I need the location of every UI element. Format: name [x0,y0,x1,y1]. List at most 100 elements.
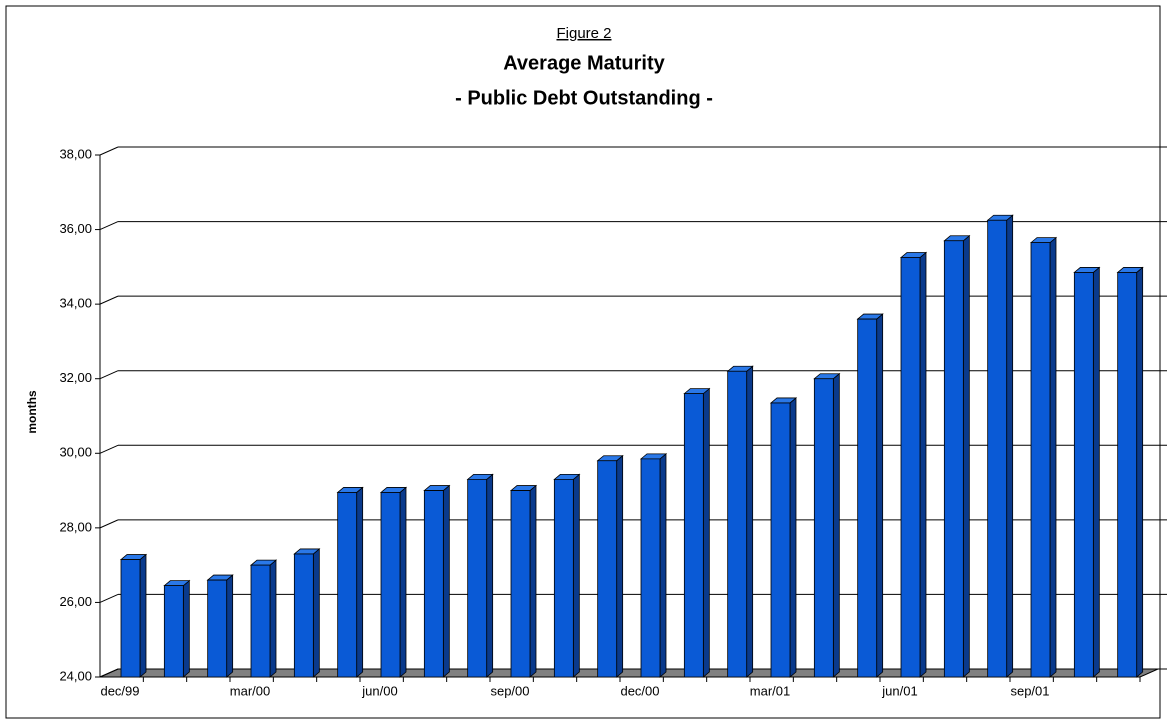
x-tick-label: dec/00 [620,683,659,698]
bar-side [1092,266,1100,678]
bar-front [813,378,834,678]
grid-line-depth [99,668,119,678]
bar [293,548,321,678]
bar-side [832,372,840,678]
bar-front [207,579,228,678]
grid-line-depth [99,370,119,380]
bar-side [789,397,797,678]
bar [206,574,234,678]
bar [466,473,494,678]
bar-front [987,219,1008,678]
x-tick-label: dec/99 [100,683,139,698]
chart-title: Average Maturity [503,52,665,74]
bar [813,372,841,678]
bar-side [529,484,537,678]
bar-front [900,257,921,678]
bar-front [597,460,618,678]
y-tick-label: 26,00 [59,594,92,609]
bar [726,365,754,678]
bar [769,397,798,678]
bar-front [1117,272,1138,678]
chart-subtitle: - Public Debt Outstanding - [455,87,713,109]
bar [379,486,408,678]
bar-front [1073,272,1094,678]
grid-line-depth [99,519,119,529]
bar-front [770,402,791,678]
bar [1029,236,1058,678]
bar-front [120,559,141,678]
bar-side [572,473,580,678]
bar-front [727,370,748,678]
bar-side [1136,266,1144,678]
bar-side [962,234,970,678]
bar-side [1006,214,1014,678]
grid-line-depth [99,146,119,156]
bar-front [380,492,401,678]
bar-front [683,393,704,678]
bar-front [423,490,444,678]
bar-front [467,478,488,678]
bar-side [269,559,277,678]
bar-front [553,478,574,678]
bar-front [857,318,878,678]
bar-side [876,313,884,678]
bar-side [226,574,234,678]
bar-front [640,458,661,678]
bar [986,214,1014,678]
bar [856,313,884,678]
bar-side [702,387,710,678]
bar-side [399,486,407,678]
bar-side [356,486,364,678]
bar-side [312,548,320,678]
y-tick-label: 24,00 [59,668,92,683]
bar-front [337,492,358,678]
bar [509,484,538,678]
bar-front [510,490,531,678]
bar-side [659,453,667,678]
bar [596,454,624,678]
bar-side [182,579,190,678]
y-tick-label: 30,00 [59,445,92,460]
x-tick-label: jun/01 [881,683,917,698]
x-tick-label: mar/00 [230,683,270,698]
bar-front [250,564,271,678]
y-axis-label: months [25,390,39,434]
bar [683,387,711,678]
bar-side [139,553,147,678]
bar-side [919,251,927,678]
y-tick-label: 38,00 [59,146,92,161]
bar [639,453,668,678]
bar [899,251,928,678]
bar [1116,266,1144,678]
bar [553,473,581,678]
y-tick-label: 32,00 [59,370,92,385]
bar [163,579,191,678]
x-tick-label: sep/00 [490,683,529,698]
bar-front [293,553,314,678]
y-tick-label: 36,00 [59,221,92,236]
bar [249,559,278,678]
figure-label: Figure 2 [556,25,611,42]
bar-front [1030,242,1051,678]
bar-front [943,240,964,678]
bar-side [486,473,494,678]
bar-side [616,454,624,678]
x-tick-label: mar/01 [750,683,790,698]
grid-line-depth [99,444,119,454]
bar-side [1049,236,1057,678]
grid-line-depth [99,593,119,603]
bar [336,486,364,678]
bar [119,553,148,678]
bar [1073,266,1101,678]
bar-side [746,365,754,678]
bar [423,484,451,678]
x-tick-label: sep/01 [1010,683,1049,698]
bar-front [163,585,184,678]
x-tick-label: jun/00 [361,683,397,698]
y-tick-label: 28,00 [59,519,92,534]
bar [943,234,971,678]
grid-line-depth [99,221,119,231]
y-tick-label: 34,00 [59,296,92,311]
grid-line-depth [99,295,119,305]
